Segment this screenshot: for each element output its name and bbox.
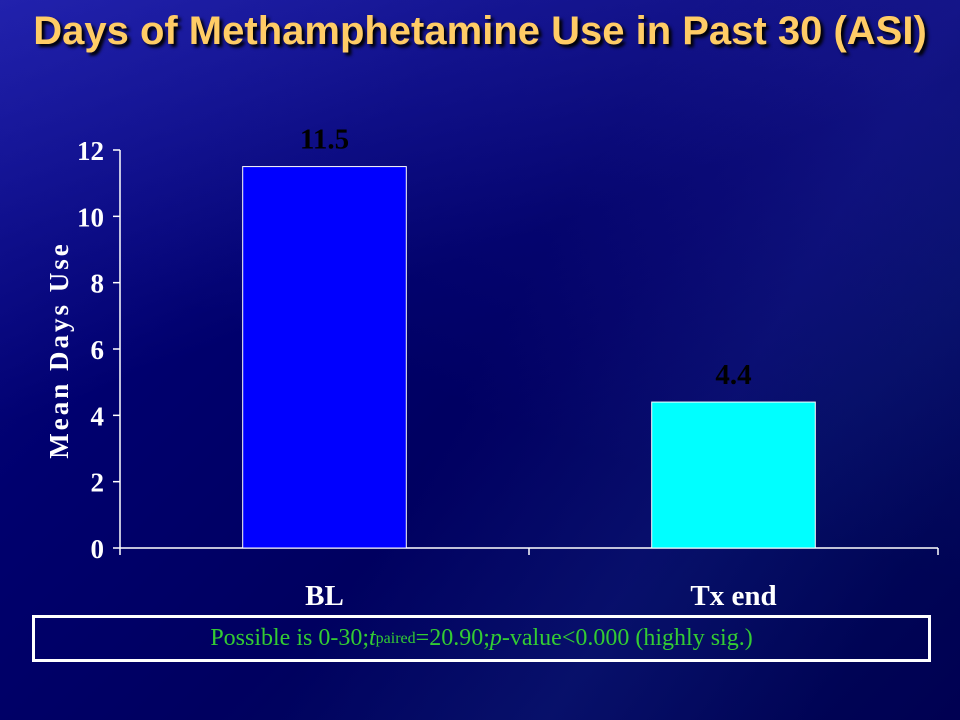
note-p-rest: -value<0.000 (highly sig.) xyxy=(501,625,753,651)
bars xyxy=(242,166,816,549)
y-tick-label: 0 xyxy=(91,534,105,564)
slide-title: Days of Methamphetamine Use in Past 30 (… xyxy=(33,9,927,53)
note-p-symbol: p xyxy=(489,625,502,651)
y-tick-label: 2 xyxy=(91,468,105,498)
note-prefix: Possible is 0-30; xyxy=(210,625,369,651)
y-tick-label: 4 xyxy=(91,401,105,431)
note-t-subscript: paired xyxy=(375,629,416,647)
labels: 0 2 4 6 8 10 12 11.5 BL 4.4 Tx end xyxy=(77,124,777,612)
data-label: 11.5 xyxy=(300,124,349,156)
y-tick-label: 10 xyxy=(77,202,104,232)
y-axis-label: Mean Days Use xyxy=(44,241,74,458)
x-category-label: Tx end xyxy=(690,580,776,612)
y-tick-label: 6 xyxy=(91,335,105,365)
bar-tx-end xyxy=(651,401,816,549)
note-t-symbol: t xyxy=(369,625,376,651)
y-axis-label-group: Mean Days Use xyxy=(44,241,74,458)
x-category-label: BL xyxy=(305,580,344,612)
y-tick-label: 8 xyxy=(91,269,105,299)
data-label: 4.4 xyxy=(715,359,751,391)
note-t-value: =20.90; xyxy=(415,625,490,651)
bar-bl xyxy=(242,166,407,549)
statistics-note: Possible is 0-30; t paired =20.90; p -value… xyxy=(32,615,931,662)
y-tick-label: 12 xyxy=(77,136,104,166)
